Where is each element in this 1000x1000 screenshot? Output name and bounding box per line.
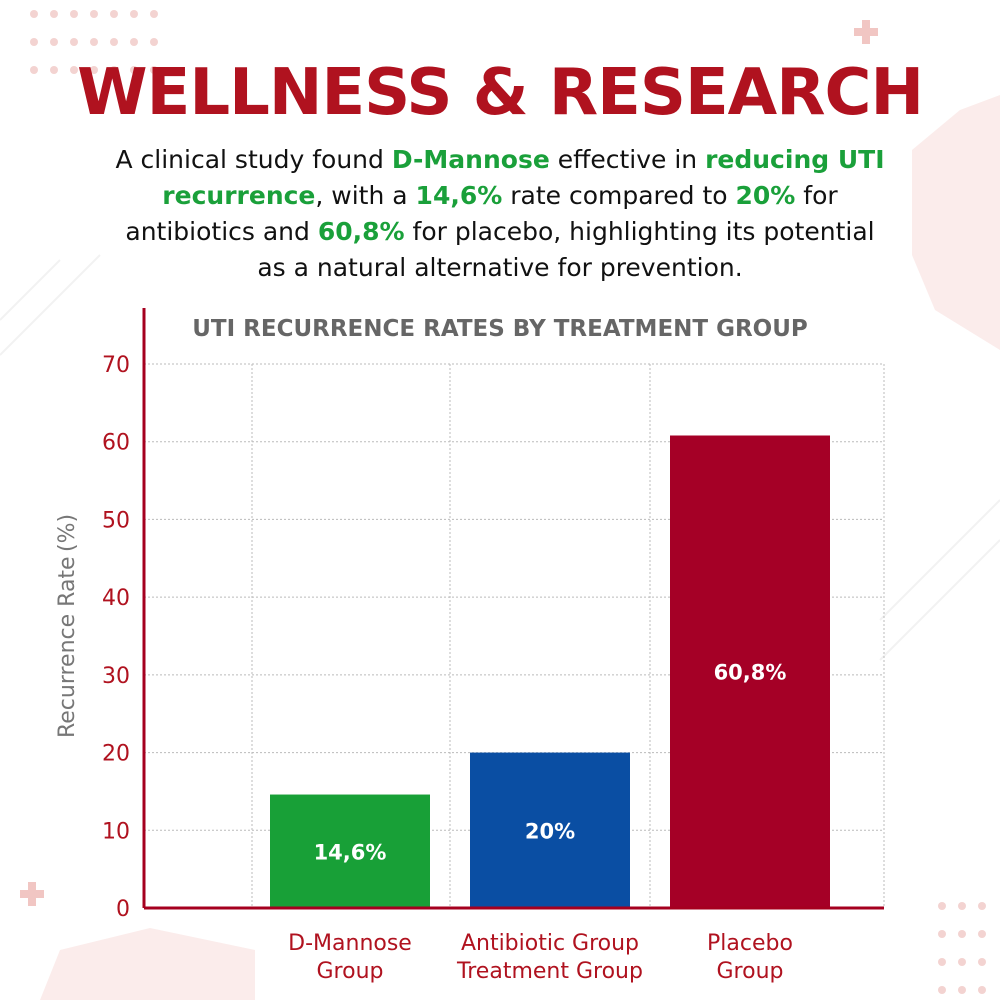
bar bbox=[470, 752, 630, 908]
intro-paragraph: A clinical study found D-Mannose effecti… bbox=[110, 142, 890, 286]
intro-text: , with a bbox=[315, 181, 416, 210]
plus-icon-top-right bbox=[854, 20, 878, 44]
bar bbox=[670, 435, 830, 908]
intro-text: rate compared to bbox=[502, 181, 736, 210]
intro-highlight: D-Mannose bbox=[391, 145, 550, 174]
x-tick-label: Antibiotic Group bbox=[461, 931, 639, 956]
page-title: WELLNESS & RESEARCH bbox=[77, 56, 924, 130]
intro-text: for antibiotics and bbox=[125, 181, 838, 246]
intro-highlight: reducing UTI recurrence bbox=[162, 145, 885, 210]
y-tick-label: 0 bbox=[116, 897, 130, 922]
intro-highlight: 60,8% bbox=[317, 217, 405, 246]
y-axis-label: Recurrence Rate (%) bbox=[55, 514, 80, 738]
y-tick-label: 50 bbox=[102, 508, 130, 533]
bar-data-label: 60,8% bbox=[714, 661, 787, 685]
x-tick-label: Group bbox=[317, 959, 384, 984]
chart-axes bbox=[142, 308, 884, 910]
x-axis-labels: D-Mannose Group Antibiotic Group Treatment … bbox=[288, 931, 793, 984]
y-tick-label: 60 bbox=[102, 431, 130, 456]
intro-text: A clinical study found bbox=[115, 145, 392, 174]
x-tick-label: D-Mannose bbox=[288, 931, 412, 956]
intro-text: for placebo, highlighting its potential … bbox=[257, 217, 875, 282]
y-tick-label: 20 bbox=[102, 742, 130, 767]
decorative-dots-bottom-right bbox=[938, 902, 998, 994]
y-axis-ticks: 0 10 20 30 40 50 60 70 bbox=[102, 353, 130, 922]
bar-data-label: 14,6% bbox=[314, 840, 387, 864]
chart-bars: 14,6% 20% 60,8% bbox=[270, 435, 830, 908]
bar-chart: UTI RECURRENCE RATES BY TREATMENT GROUP … bbox=[55, 308, 885, 984]
intro-highlight: 14,6% bbox=[415, 181, 503, 210]
chart-title: UTI RECURRENCE RATES BY TREATMENT GROUP bbox=[192, 316, 808, 342]
plus-icon-bottom-left bbox=[20, 882, 44, 906]
bar bbox=[270, 794, 430, 908]
x-tick-label: Placebo bbox=[707, 931, 793, 956]
y-tick-label: 10 bbox=[102, 819, 130, 844]
y-tick-label: 70 bbox=[102, 353, 130, 378]
y-tick-label: 40 bbox=[102, 586, 130, 611]
x-tick-label: Treatment Group bbox=[456, 959, 643, 984]
intro-text: effective in bbox=[549, 145, 706, 174]
x-tick-label: Group bbox=[717, 959, 784, 984]
y-tick-label: 30 bbox=[102, 664, 130, 689]
intro-highlight: 20% bbox=[735, 181, 796, 210]
decorative-dots-top-left bbox=[30, 10, 170, 74]
bar-data-label: 20% bbox=[525, 819, 575, 843]
